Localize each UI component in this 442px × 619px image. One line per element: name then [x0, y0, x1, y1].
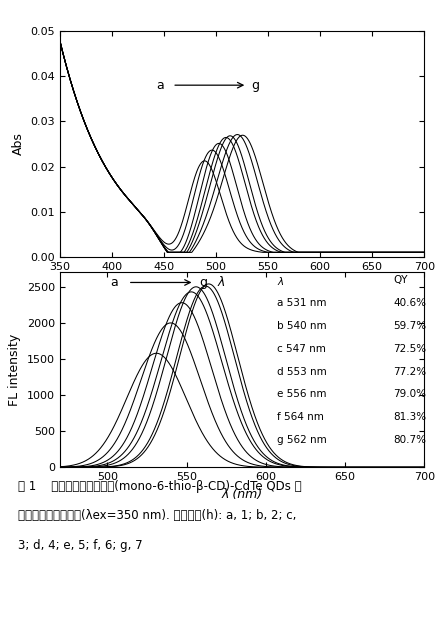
Text: 图 1    在不同回流时间下，(mono-6-thio-β-CD)-CdTe QDs 的: 图 1 在不同回流时间下，(mono-6-thio-β-CD)-CdTe QDs…: [18, 480, 301, 493]
Text: e 556 nm: e 556 nm: [277, 389, 326, 399]
Text: a 531 nm: a 531 nm: [277, 298, 326, 308]
Text: 吸收光谱和荧光光谱(λex=350 nm). 回流时间(h): a, 1; b, 2; c,: 吸收光谱和荧光光谱(λex=350 nm). 回流时间(h): a, 1; b,…: [18, 509, 296, 522]
Text: d 553 nm: d 553 nm: [277, 366, 326, 376]
Text: a: a: [110, 276, 118, 289]
Text: 72.5%: 72.5%: [393, 344, 427, 353]
Text: $\lambda$: $\lambda$: [277, 275, 284, 287]
Text: 81.3%: 81.3%: [393, 412, 427, 422]
Text: b 540 nm: b 540 nm: [277, 321, 326, 331]
Text: f 564 nm: f 564 nm: [277, 412, 324, 422]
Text: g: g: [199, 276, 207, 289]
Text: $\lambda$: $\lambda$: [217, 275, 225, 290]
Y-axis label: FL intensity: FL intensity: [8, 334, 21, 406]
Text: 79.0%: 79.0%: [393, 389, 427, 399]
Text: g 562 nm: g 562 nm: [277, 435, 326, 445]
X-axis label: λ (nm): λ (nm): [221, 277, 263, 290]
Text: a: a: [156, 79, 164, 92]
Text: 80.7%: 80.7%: [393, 435, 427, 445]
Text: 59.7%: 59.7%: [393, 321, 427, 331]
Text: 40.6%: 40.6%: [393, 298, 427, 308]
Text: c 547 nm: c 547 nm: [277, 344, 325, 353]
Text: QY: QY: [393, 275, 408, 285]
Text: 3; d, 4; e, 5; f, 6; g, 7: 3; d, 4; e, 5; f, 6; g, 7: [18, 539, 142, 552]
Text: g: g: [251, 79, 259, 92]
Y-axis label: Abs: Abs: [11, 132, 24, 155]
Text: 77.2%: 77.2%: [393, 366, 427, 376]
X-axis label: λ (nm): λ (nm): [221, 488, 263, 501]
